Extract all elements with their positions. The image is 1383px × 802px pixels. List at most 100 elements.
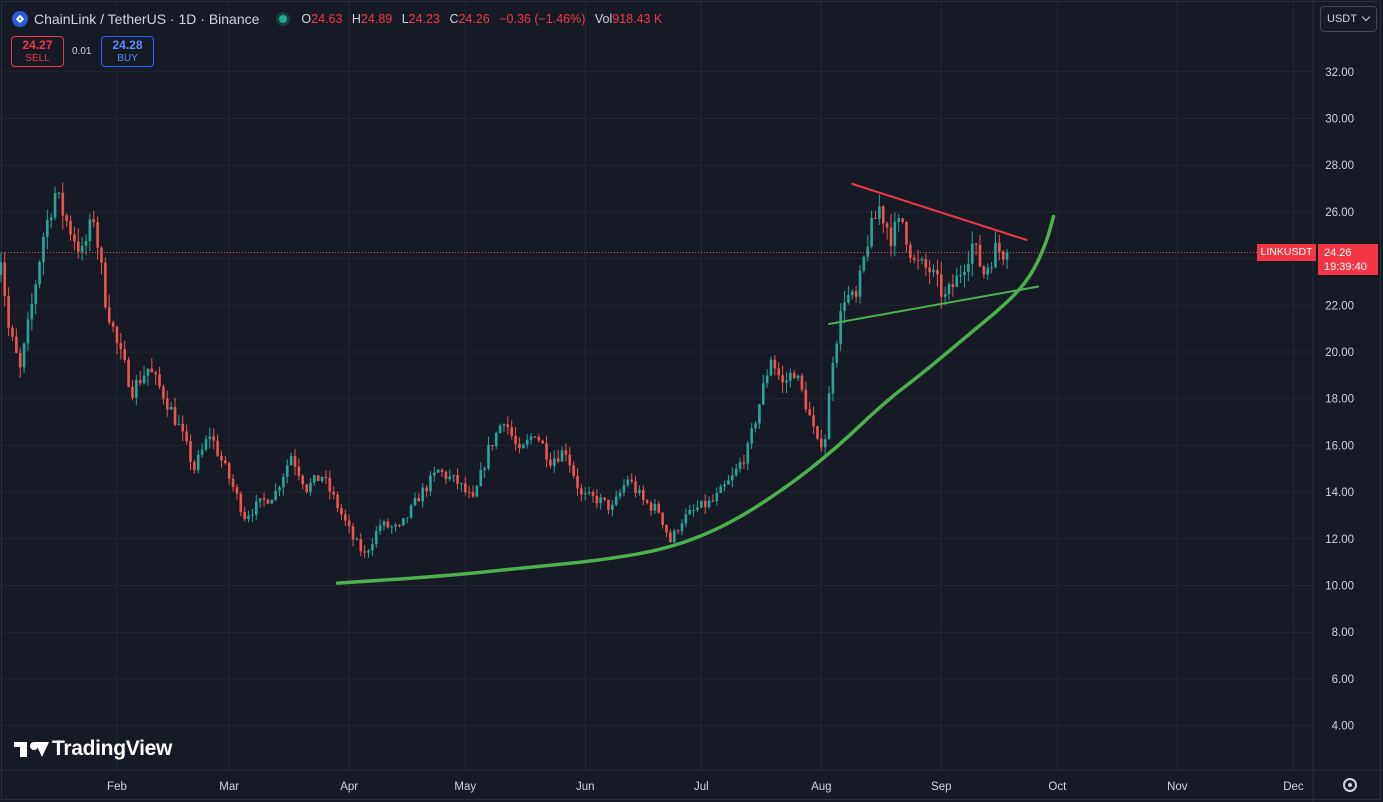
candle-body	[282, 476, 285, 488]
candle-body	[332, 491, 335, 495]
candle-body	[909, 244, 912, 258]
candle-body	[328, 477, 332, 492]
candle-body	[42, 236, 45, 263]
symbol-title[interactable]: ChainLink / TetherUS · 1D · Binance	[34, 11, 260, 27]
candle-body	[452, 475, 455, 477]
candle-body	[487, 445, 490, 469]
candle-body	[386, 521, 390, 528]
candle-body	[363, 551, 366, 553]
candle-body	[305, 484, 308, 492]
candle-body	[394, 524, 397, 527]
candle-body	[676, 530, 680, 532]
candle-body	[785, 380, 788, 383]
candle-body	[158, 374, 161, 387]
candle-body	[413, 497, 417, 506]
candle-body	[235, 487, 239, 494]
candle-body	[711, 500, 715, 502]
candle-body	[889, 227, 893, 247]
market-open-status-icon	[279, 15, 288, 23]
x-tick-label: Oct	[1048, 781, 1067, 793]
candle-body	[936, 269, 939, 275]
candle-body	[193, 461, 196, 471]
candle-body	[138, 380, 142, 384]
candle-body	[990, 267, 993, 269]
candle-body	[316, 475, 320, 482]
candle-body	[351, 526, 355, 540]
candle-body	[123, 349, 127, 360]
candle-body	[107, 307, 111, 323]
candle-body	[653, 503, 657, 511]
candle-body	[293, 456, 297, 467]
candle-body	[181, 423, 185, 432]
candle-body	[750, 428, 753, 444]
support-trendline[interactable]	[828, 285, 1040, 325]
candle-body	[522, 444, 525, 449]
candle-body	[587, 492, 591, 494]
candle-body	[816, 426, 819, 439]
candle-body	[471, 492, 475, 497]
candle-body	[421, 487, 424, 502]
candle-body	[901, 218, 904, 223]
candle-body	[583, 493, 587, 495]
candle-body	[169, 406, 173, 410]
candle-body	[146, 368, 150, 376]
candle-body	[688, 510, 692, 515]
candle-body	[491, 445, 494, 447]
resistance-trendline[interactable]	[851, 182, 1028, 241]
candle-body	[417, 497, 421, 502]
candle-body	[854, 291, 858, 297]
candle-body	[916, 259, 920, 261]
candle-body	[347, 520, 351, 527]
candle-body	[761, 383, 765, 405]
sell-button[interactable]: 24.27 SELL	[11, 36, 64, 67]
candle-body	[135, 380, 138, 398]
candle-body	[409, 505, 413, 518]
x-tick-label: Aug	[811, 781, 831, 793]
candle-body	[258, 498, 262, 502]
last-price-value: 24.26	[1324, 247, 1352, 259]
candle-body	[800, 375, 804, 390]
candle-body	[874, 217, 877, 219]
candle-body	[127, 359, 130, 387]
y-tick-label: 16.00	[1325, 440, 1354, 452]
candle-body	[700, 500, 703, 508]
buy-button[interactable]: 24.28 BUY	[101, 36, 154, 67]
parabolic-curve-drawing[interactable]	[335, 214, 1056, 585]
candle-body	[506, 424, 510, 428]
candle-body	[970, 243, 974, 264]
tradingview-logo[interactable]: TradingView	[14, 737, 172, 761]
candle-body	[823, 439, 827, 448]
candle-body	[200, 449, 204, 455]
candle-body	[773, 359, 777, 369]
candle-body	[684, 514, 688, 524]
candle-body	[626, 479, 630, 486]
candle-body	[173, 406, 177, 425]
settings-gear-icon[interactable]	[1343, 778, 1357, 792]
candle-body	[734, 468, 738, 476]
x-tick-label: Jul	[694, 781, 709, 793]
candle-body	[564, 450, 568, 455]
candle-body	[754, 423, 757, 429]
currency-selector[interactable]: USDT	[1320, 6, 1377, 32]
candle-body	[355, 539, 359, 541]
candle-body	[88, 219, 92, 242]
y-tick-label: 14.00	[1325, 487, 1354, 499]
candle-body	[514, 435, 517, 444]
candle-body	[374, 530, 378, 545]
candle-body	[905, 222, 908, 245]
high-value: 24.89	[360, 12, 393, 26]
candle-body	[475, 485, 479, 497]
candle-body	[510, 427, 514, 436]
candle-body	[769, 359, 773, 376]
candle-body	[789, 372, 792, 381]
candle-body	[115, 326, 119, 344]
candle-body	[951, 284, 955, 288]
candle-body	[494, 432, 498, 447]
low-value: 24.23	[408, 12, 440, 26]
candle-body	[998, 242, 1001, 252]
candle-body	[1001, 251, 1005, 260]
y-tick-label: 30.00	[1325, 114, 1354, 126]
candle-body	[703, 500, 707, 508]
candle-body	[142, 375, 146, 384]
